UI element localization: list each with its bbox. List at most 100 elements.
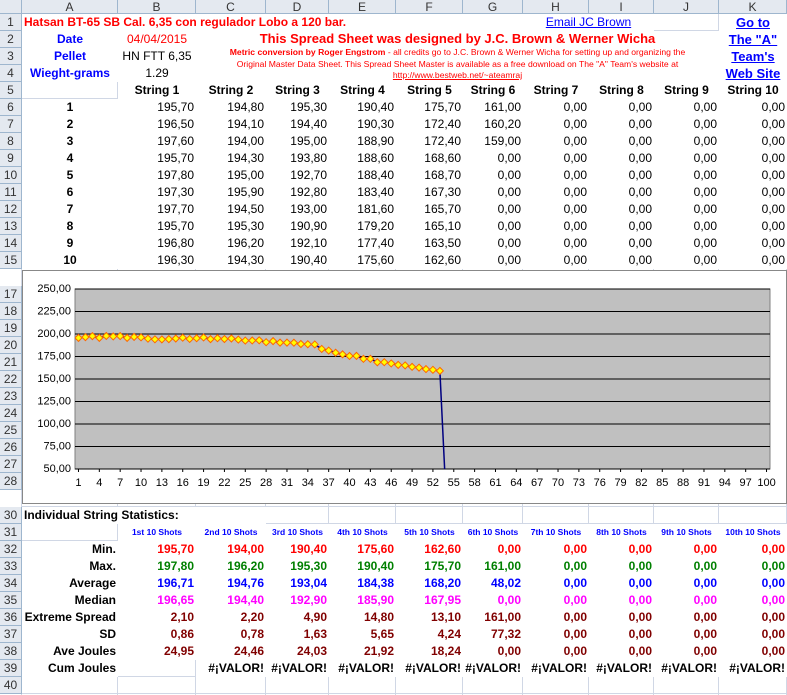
data-marker [171, 334, 180, 343]
credit-line: Original Master Data Sheet. This Spread … [236, 58, 679, 69]
stat-value: 0,00 [719, 575, 787, 592]
shot-velocity: 195,30 [266, 99, 329, 116]
stat-value: 4,24 [396, 626, 463, 643]
stat-value: 162,60 [396, 541, 463, 558]
corner [0, 0, 22, 14]
stat-value: 0,00 [523, 626, 589, 643]
web-link-line[interactable]: Team's [731, 49, 775, 64]
stat-value: 196,20 [196, 558, 266, 575]
stat-value: 167,95 [396, 592, 463, 609]
row-header: 18 [0, 303, 22, 320]
stat-value: 0,00 [654, 558, 719, 575]
y-tick-label: 75,00 [43, 440, 71, 452]
stats-header: 9th 10 Shots [654, 524, 719, 541]
shot-velocity: 188,60 [329, 150, 396, 167]
shot-velocity: 163,50 [396, 235, 463, 252]
y-tick-label: 200,00 [37, 328, 71, 340]
row-header: 17 [0, 286, 22, 303]
info-label: Date [22, 31, 118, 48]
row-header: 32 [0, 541, 22, 558]
y-tick-label: 225,00 [37, 305, 71, 317]
web-link-line[interactable]: Web Site [725, 66, 781, 81]
shot-velocity: 196,80 [118, 235, 196, 252]
shot-velocity: 195,70 [118, 218, 196, 235]
row-header: 33 [0, 558, 22, 575]
x-tick-label: 76 [594, 477, 606, 489]
shot-velocity: 0,00 [523, 201, 589, 218]
data-marker [282, 338, 292, 347]
stats-header: 1st 10 Shots [118, 524, 196, 541]
column-header: I [589, 0, 654, 14]
stat-value: 184,38 [329, 575, 396, 592]
stat-value: 0,00 [654, 609, 719, 626]
stat-value: 194,00 [196, 541, 266, 558]
data-marker [345, 351, 354, 361]
data-marker [241, 336, 250, 345]
x-tick-label: 22 [218, 477, 230, 489]
credit-line: Metric conversion by Roger Engstrom - al… [196, 47, 719, 59]
shot-velocity: 195,00 [196, 167, 266, 184]
string-header: String 6 [463, 82, 523, 99]
stat-value: #¡VALOR! [654, 660, 719, 677]
row-header: 1 [0, 14, 22, 31]
stat-value: 161,00 [463, 609, 523, 626]
web-link-line[interactable]: The "A" [728, 32, 778, 47]
stat-value: 175,70 [396, 558, 463, 575]
shot-velocity: 0,00 [719, 167, 787, 184]
data-marker [164, 334, 174, 344]
shot-velocity: 190,40 [329, 99, 396, 116]
shot-velocity: 0,00 [589, 150, 654, 167]
stat-value: 24,03 [266, 643, 329, 660]
stats-header: 8th 10 Shots [589, 524, 654, 541]
web-link-line[interactable]: Go to [736, 15, 770, 30]
data-marker [213, 334, 222, 343]
web-link[interactable]: Go to The "A" Team's Web Site [719, 14, 787, 82]
shot-velocity: 196,50 [118, 116, 196, 133]
shot-velocity: 0,00 [463, 252, 523, 269]
data-marker [435, 366, 445, 376]
shot-velocity: 195,30 [196, 218, 266, 235]
shot-velocity: 0,00 [719, 235, 787, 252]
stat-value: 0,00 [589, 541, 654, 558]
row-header: 14 [0, 235, 22, 252]
data-marker [115, 331, 125, 341]
x-tick-label: 88 [677, 477, 689, 489]
shot-velocity: 0,00 [463, 235, 523, 252]
data-marker [359, 354, 368, 364]
x-tick-label: 19 [197, 477, 209, 489]
data-marker [407, 362, 417, 372]
stat-value: 24,95 [118, 643, 196, 660]
shot-velocity: 194,50 [196, 201, 266, 218]
row-header: 19 [0, 320, 22, 337]
stats-header: 5th 10 Shots [396, 524, 463, 541]
shot-velocity: 195,00 [266, 133, 329, 150]
shot-number: 7 [22, 201, 118, 218]
data-marker [289, 338, 299, 347]
data-marker [143, 334, 153, 343]
shot-velocity: 0,00 [654, 133, 719, 150]
shot-velocity: 0,00 [523, 99, 589, 116]
row-header: 39 [0, 660, 22, 677]
row-header: 6 [0, 99, 22, 116]
x-tick-label: 94 [719, 477, 731, 489]
stat-value: 13,10 [396, 609, 463, 626]
email-link[interactable]: Email JC Brown [523, 14, 654, 31]
row-header: 7 [0, 116, 22, 133]
shot-velocity: 183,40 [329, 184, 396, 201]
data-marker [88, 331, 97, 341]
x-tick-label: 10 [135, 477, 147, 489]
stat-value: 0,00 [654, 643, 719, 660]
data-marker [81, 332, 90, 342]
x-tick-label: 85 [656, 477, 668, 489]
data-marker [428, 365, 438, 375]
shot-velocity: 177,40 [329, 235, 396, 252]
x-tick-label: 4 [96, 477, 102, 489]
data-marker [387, 359, 396, 368]
row-header: 11 [0, 184, 22, 201]
info-value: 04/04/2015 [118, 31, 196, 48]
data-marker [303, 340, 313, 349]
row-header: 36 [0, 609, 22, 626]
data-marker [109, 332, 118, 341]
string-header: String 10 [719, 82, 787, 99]
row-header: 8 [0, 133, 22, 150]
